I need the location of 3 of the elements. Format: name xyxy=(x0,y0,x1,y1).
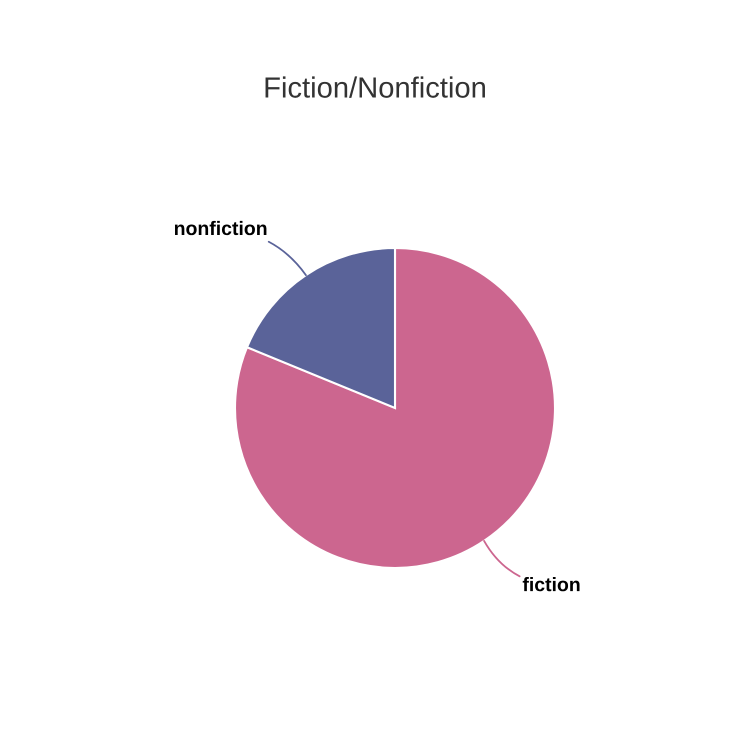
slice-label: nonfiction xyxy=(174,220,266,236)
slice-label: fiction xyxy=(522,577,580,592)
chart-title: Fiction/Nonfiction xyxy=(266,76,485,98)
